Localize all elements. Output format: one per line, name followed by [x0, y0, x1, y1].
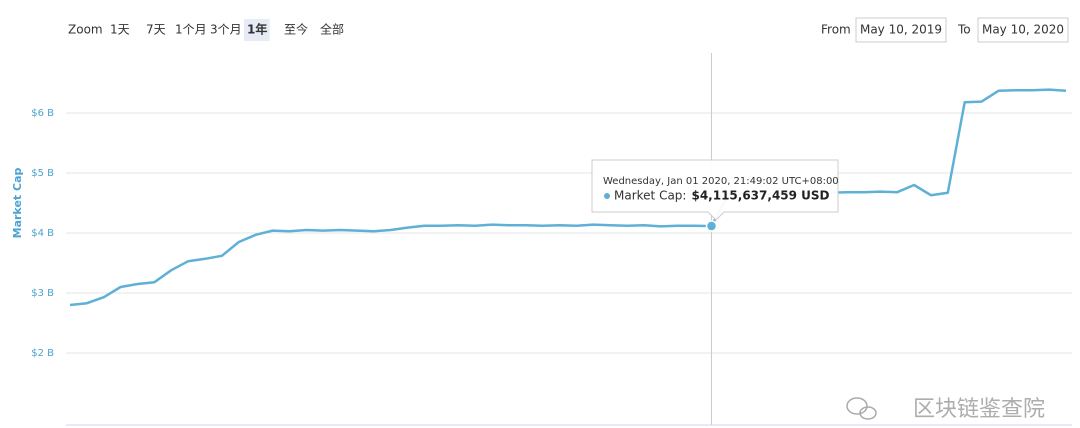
wechat-icon: [846, 397, 877, 420]
y-tick-label: $6 B: [31, 108, 54, 119]
from-value[interactable]: May 10, 2019: [860, 23, 942, 37]
y-tick-label: $4 B: [31, 228, 54, 239]
zoom-button[interactable]: 1年: [247, 22, 267, 37]
to-input[interactable]: [977, 17, 1069, 43]
tooltip-date: Wednesday, Jan 01 2020, 21:49:02 UTC+08:…: [603, 176, 839, 187]
tooltip-box: [591, 159, 839, 221]
tooltip-value: $4,115,637,459 USD: [691, 189, 829, 203]
zoom-button[interactable]: 1天: [110, 23, 130, 37]
tooltip-label: Market Cap:: [614, 189, 686, 203]
series-line: [69, 88, 1067, 307]
zoom-button[interactable]: 3个月: [210, 23, 242, 37]
zoom-button-selected: [244, 19, 270, 41]
zoom-button[interactable]: 1个月: [175, 23, 207, 37]
zoom-button[interactable]: 全部: [320, 22, 344, 37]
from-label: From: [821, 23, 851, 37]
zoom-button[interactable]: 至今: [284, 22, 308, 37]
y-axis-title: Market Cap: [11, 168, 24, 239]
y-tick-label: $2 B: [31, 348, 54, 359]
to-value[interactable]: May 10, 2020: [982, 23, 1064, 37]
to-label: To: [957, 23, 971, 37]
hover-point: [705, 220, 718, 232]
from-input[interactable]: [855, 17, 947, 43]
y-tick-label: $3 B: [31, 288, 54, 299]
watermark: 区块链鉴查院: [913, 397, 1045, 422]
zoom-label: Zoom: [68, 23, 103, 37]
y-tick-label: $5 B: [31, 168, 54, 179]
tooltip-marker: [604, 193, 610, 199]
tooltip: Wednesday, Jan 01 2020, 21:49:02 UTC+08:…: [591, 159, 839, 221]
zoom-button[interactable]: 7天: [146, 23, 166, 37]
